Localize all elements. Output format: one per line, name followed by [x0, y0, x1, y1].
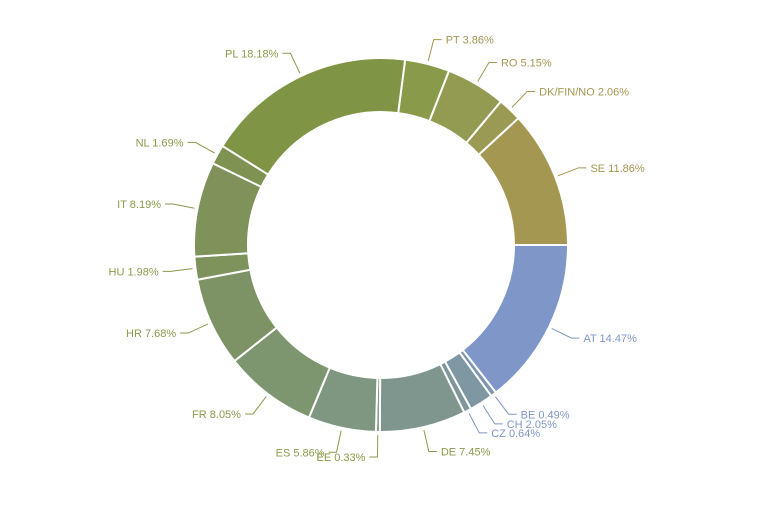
leader-line-pl [282, 52, 301, 74]
slice-pl [221, 57, 407, 176]
leader-line-ro [477, 62, 497, 82]
data-label-at: AT 14.47% [583, 333, 637, 345]
leader-line-ee [369, 434, 379, 458]
data-label-cz: CZ 0.64% [491, 428, 540, 440]
leader-line-es [328, 430, 342, 453]
data-label-ee: EE 0.33% [317, 452, 366, 464]
leader-line-cz [468, 413, 488, 434]
data-label-es: ES 5.86% [276, 447, 325, 459]
data-label-fr: FR 8.05% [192, 409, 241, 421]
leader-line-it [165, 203, 195, 209]
data-label-ro: RO 5.15% [501, 58, 552, 70]
leader-line-hu [162, 268, 193, 272]
data-label-hr: HR 7.68% [126, 328, 176, 340]
leader-line-fr [244, 396, 267, 415]
leader-line-hr [180, 323, 209, 334]
data-label-nl: NL 1.69% [136, 137, 184, 149]
leader-line-nl [187, 141, 215, 154]
data-label-be: BE 0.49% [521, 409, 570, 421]
leader-lines-group [162, 39, 587, 458]
leader-line-be [495, 396, 517, 415]
data-label-ch: CH 2.05% [507, 419, 557, 431]
leader-line-de [423, 429, 437, 453]
data-label-de: DE 7.45% [441, 447, 491, 459]
data-label-se: SE 11.86% [590, 163, 644, 175]
slices-group [193, 57, 570, 434]
data-label-pl: PL 18.18% [225, 48, 279, 60]
data-label-hu: HU 1.98% [109, 266, 159, 278]
leader-line-at [551, 327, 580, 339]
leader-line-ch [482, 405, 503, 425]
slice-se [477, 116, 570, 246]
labels-group: AT 14.47% BE 0.49%CH 2.05%CZ 0.64%DE 7.45… [109, 35, 645, 464]
leader-line-dk-fin-no [511, 90, 536, 108]
data-label-pt: PT 3.86% [446, 35, 494, 47]
data-label-it: IT 8.19% [117, 199, 161, 211]
leader-line-se [557, 167, 587, 177]
data-label-dk-fin-no: DK/FIN/NO 2.06% [539, 86, 629, 98]
leader-line-pt [427, 39, 442, 62]
